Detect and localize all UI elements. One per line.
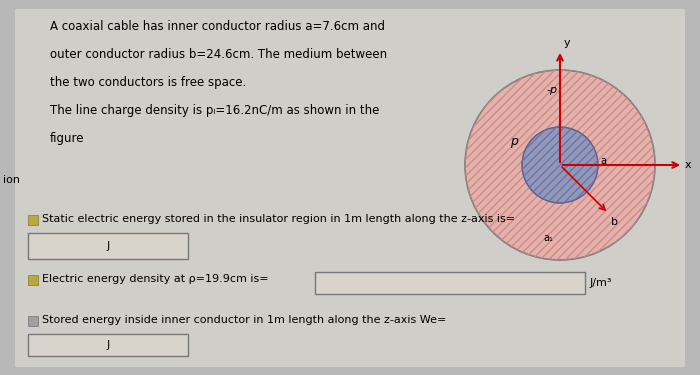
Bar	[28, 233, 188, 259]
Text: figure: figure	[50, 132, 85, 145]
Text: J/m³: J/m³	[590, 278, 612, 288]
Text: b: b	[611, 217, 618, 227]
Text: J: J	[106, 340, 110, 350]
Text: the two conductors is free space.: the two conductors is free space.	[50, 76, 246, 89]
Text: ion: ion	[3, 175, 20, 185]
Circle shape	[465, 70, 655, 260]
Circle shape	[522, 127, 598, 203]
Bar	[28, 275, 38, 285]
Text: a: a	[600, 156, 606, 166]
Bar	[28, 215, 38, 225]
Text: Stored energy inside inner conductor in 1m length along the z-axis We=: Stored energy inside inner conductor in …	[42, 315, 447, 325]
Text: a₁: a₁	[544, 233, 554, 243]
Text: Electric energy density at ρ=19.9cm is=: Electric energy density at ρ=19.9cm is=	[42, 274, 269, 284]
Bar	[28, 334, 188, 356]
Text: A coaxial cable has inner conductor radius a=7.6cm and: A coaxial cable has inner conductor radi…	[50, 20, 385, 33]
Text: Static electric energy stored in the insulator region in 1m length along the z-a: Static electric energy stored in the ins…	[42, 214, 515, 224]
Circle shape	[522, 127, 598, 203]
Text: x: x	[685, 160, 692, 170]
Bar	[28, 316, 38, 326]
Bar	[315, 272, 585, 294]
Text: y: y	[564, 38, 570, 48]
Text: The line charge density is pₗ=16.2nC/m as shown in the: The line charge density is pₗ=16.2nC/m a…	[50, 104, 379, 117]
Text: outer conductor radius b=24.6cm. The medium between: outer conductor radius b=24.6cm. The med…	[50, 48, 387, 61]
Text: -p: -p	[547, 85, 558, 95]
Text: J: J	[106, 241, 110, 251]
Text: p: p	[510, 135, 518, 148]
